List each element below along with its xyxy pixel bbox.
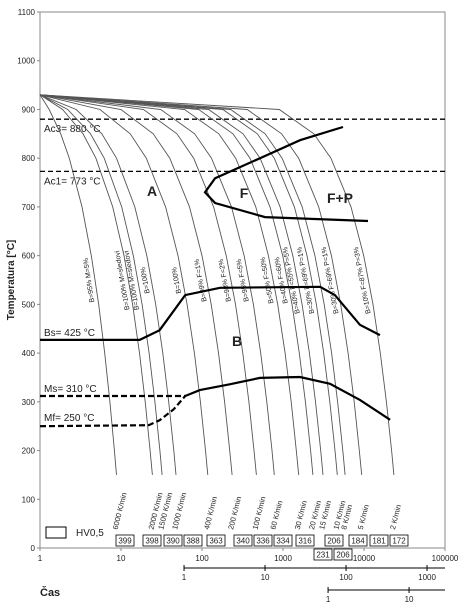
hardness-box <box>142 534 162 547</box>
y-tick-label: 900 <box>22 105 36 114</box>
y-tick-label: 100 <box>22 495 36 504</box>
hardness-value: 181 <box>372 537 386 546</box>
hardness-value: 390 <box>166 537 180 546</box>
x-tick-label: 10000 <box>353 554 376 563</box>
rate-label: 5 K/min <box>356 504 371 531</box>
hardness-value: 398 <box>145 537 159 546</box>
secondary-tick-label: 1000 <box>418 573 436 582</box>
hardness-value: 316 <box>298 537 312 546</box>
hardness-box <box>295 534 315 547</box>
hardness-box <box>369 534 389 547</box>
cooling-curve <box>39 94 163 475</box>
region-label: B <box>232 333 242 349</box>
cooling-curve <box>39 94 209 475</box>
cooling-curve <box>39 94 153 475</box>
cooling-curve <box>39 94 300 475</box>
hardness-box <box>324 534 344 547</box>
region-label: F <box>240 185 249 201</box>
hardness-box <box>163 534 183 547</box>
cooling-curve <box>39 94 338 475</box>
cooling-curve <box>39 94 324 475</box>
y-tick-label: 0 <box>31 544 36 553</box>
cooling-curve <box>39 94 257 475</box>
hardness-value: 172 <box>392 537 406 546</box>
hardness-box <box>115 534 135 547</box>
hardness-box <box>313 548 333 561</box>
phase-label: B=100% <box>140 267 152 294</box>
hardness-box <box>389 534 409 547</box>
cooling-curve <box>39 94 314 475</box>
hardness-box <box>183 534 203 547</box>
y-tick-label: 700 <box>22 203 36 212</box>
x-axis-label: Čas <box>40 586 60 599</box>
rate-label: 2 K/min <box>388 504 403 531</box>
hardness-value: 399 <box>118 537 132 546</box>
cooling-curve <box>39 94 346 475</box>
phase-label: B=10% F=87% P=3% <box>353 246 373 314</box>
x-tick-label: 100 <box>195 554 209 563</box>
y-axis-label: Temperatura [°C] <box>6 240 17 321</box>
rate-label: 6000 K/min <box>111 491 129 530</box>
hardness-value: 363 <box>209 537 223 546</box>
y-tick-label: 1100 <box>18 8 36 17</box>
region-label: A <box>147 183 157 199</box>
rate-label: 200 K/min <box>226 496 243 531</box>
secondary-tick-label: 10 <box>405 595 414 604</box>
y-tick-label: 600 <box>22 252 36 261</box>
hardness-box <box>348 534 368 547</box>
x-tick-label: 1 <box>38 554 43 563</box>
secondary-tick-label: 1 <box>182 573 187 582</box>
y-tick-label: 800 <box>22 154 36 163</box>
y-tick-label: 500 <box>22 300 36 309</box>
hardness-value: 340 <box>236 537 250 546</box>
hardness-box <box>253 534 273 547</box>
hardness-value: 334 <box>276 537 290 546</box>
rate-label: 100 K/min <box>251 496 268 531</box>
transformation-boundary <box>40 285 381 341</box>
critical-label: Bs= 425 °C <box>44 328 95 339</box>
hardness-value: 336 <box>256 537 270 546</box>
transformation-boundary <box>39 395 187 428</box>
x-tick-label: 1000 <box>274 554 292 563</box>
legend-label: HV0,5 <box>76 528 104 539</box>
cooling-curve <box>39 94 233 475</box>
secondary-tick-label: 1 <box>326 595 331 604</box>
phase-label: B=95% M=5% <box>83 258 97 303</box>
rate-label: 60 K/min <box>269 500 285 531</box>
cooling-curve <box>39 94 117 475</box>
hardness-value: 206 <box>336 551 350 560</box>
x-tick-label: 10 <box>117 554 126 563</box>
hardness-value: 206 <box>327 537 341 546</box>
hardness-value: 231 <box>316 551 330 560</box>
critical-label: Ac1= 773 °C <box>44 176 101 187</box>
rate-label: 400 K/min <box>202 496 219 531</box>
hardness-box <box>273 534 293 547</box>
plot-frame <box>39 11 446 549</box>
legend-swatch <box>45 526 67 539</box>
cooling-curve <box>39 94 177 475</box>
y-tick-label: 400 <box>22 349 36 358</box>
rate-label: 30 K/min <box>293 500 309 531</box>
hardness-box <box>206 534 226 547</box>
transformation-boundary <box>203 125 369 223</box>
hardness-value: 388 <box>186 537 200 546</box>
transformation-boundary <box>184 375 391 421</box>
cooling-curve <box>39 94 275 475</box>
secondary-tick-label: 10 <box>261 573 270 582</box>
region-label: F+P <box>327 190 353 206</box>
hardness-box <box>233 534 253 547</box>
hardness-value: 184 <box>351 537 365 546</box>
hardness-box <box>333 548 353 561</box>
y-tick-label: 300 <box>22 398 36 407</box>
cooling-curve <box>39 94 363 475</box>
critical-label: Ac3= 880 °C <box>44 124 101 135</box>
x-tick-label: 100000 <box>432 554 459 563</box>
y-tick-label: 200 <box>22 447 36 456</box>
y-tick-label: 1000 <box>17 57 35 66</box>
secondary-tick-label: 100 <box>339 573 353 582</box>
phase-label: B=100% <box>171 267 183 295</box>
critical-label: Mf= 250 °C <box>44 413 94 424</box>
critical-label: Ms= 310 °C <box>44 384 97 395</box>
